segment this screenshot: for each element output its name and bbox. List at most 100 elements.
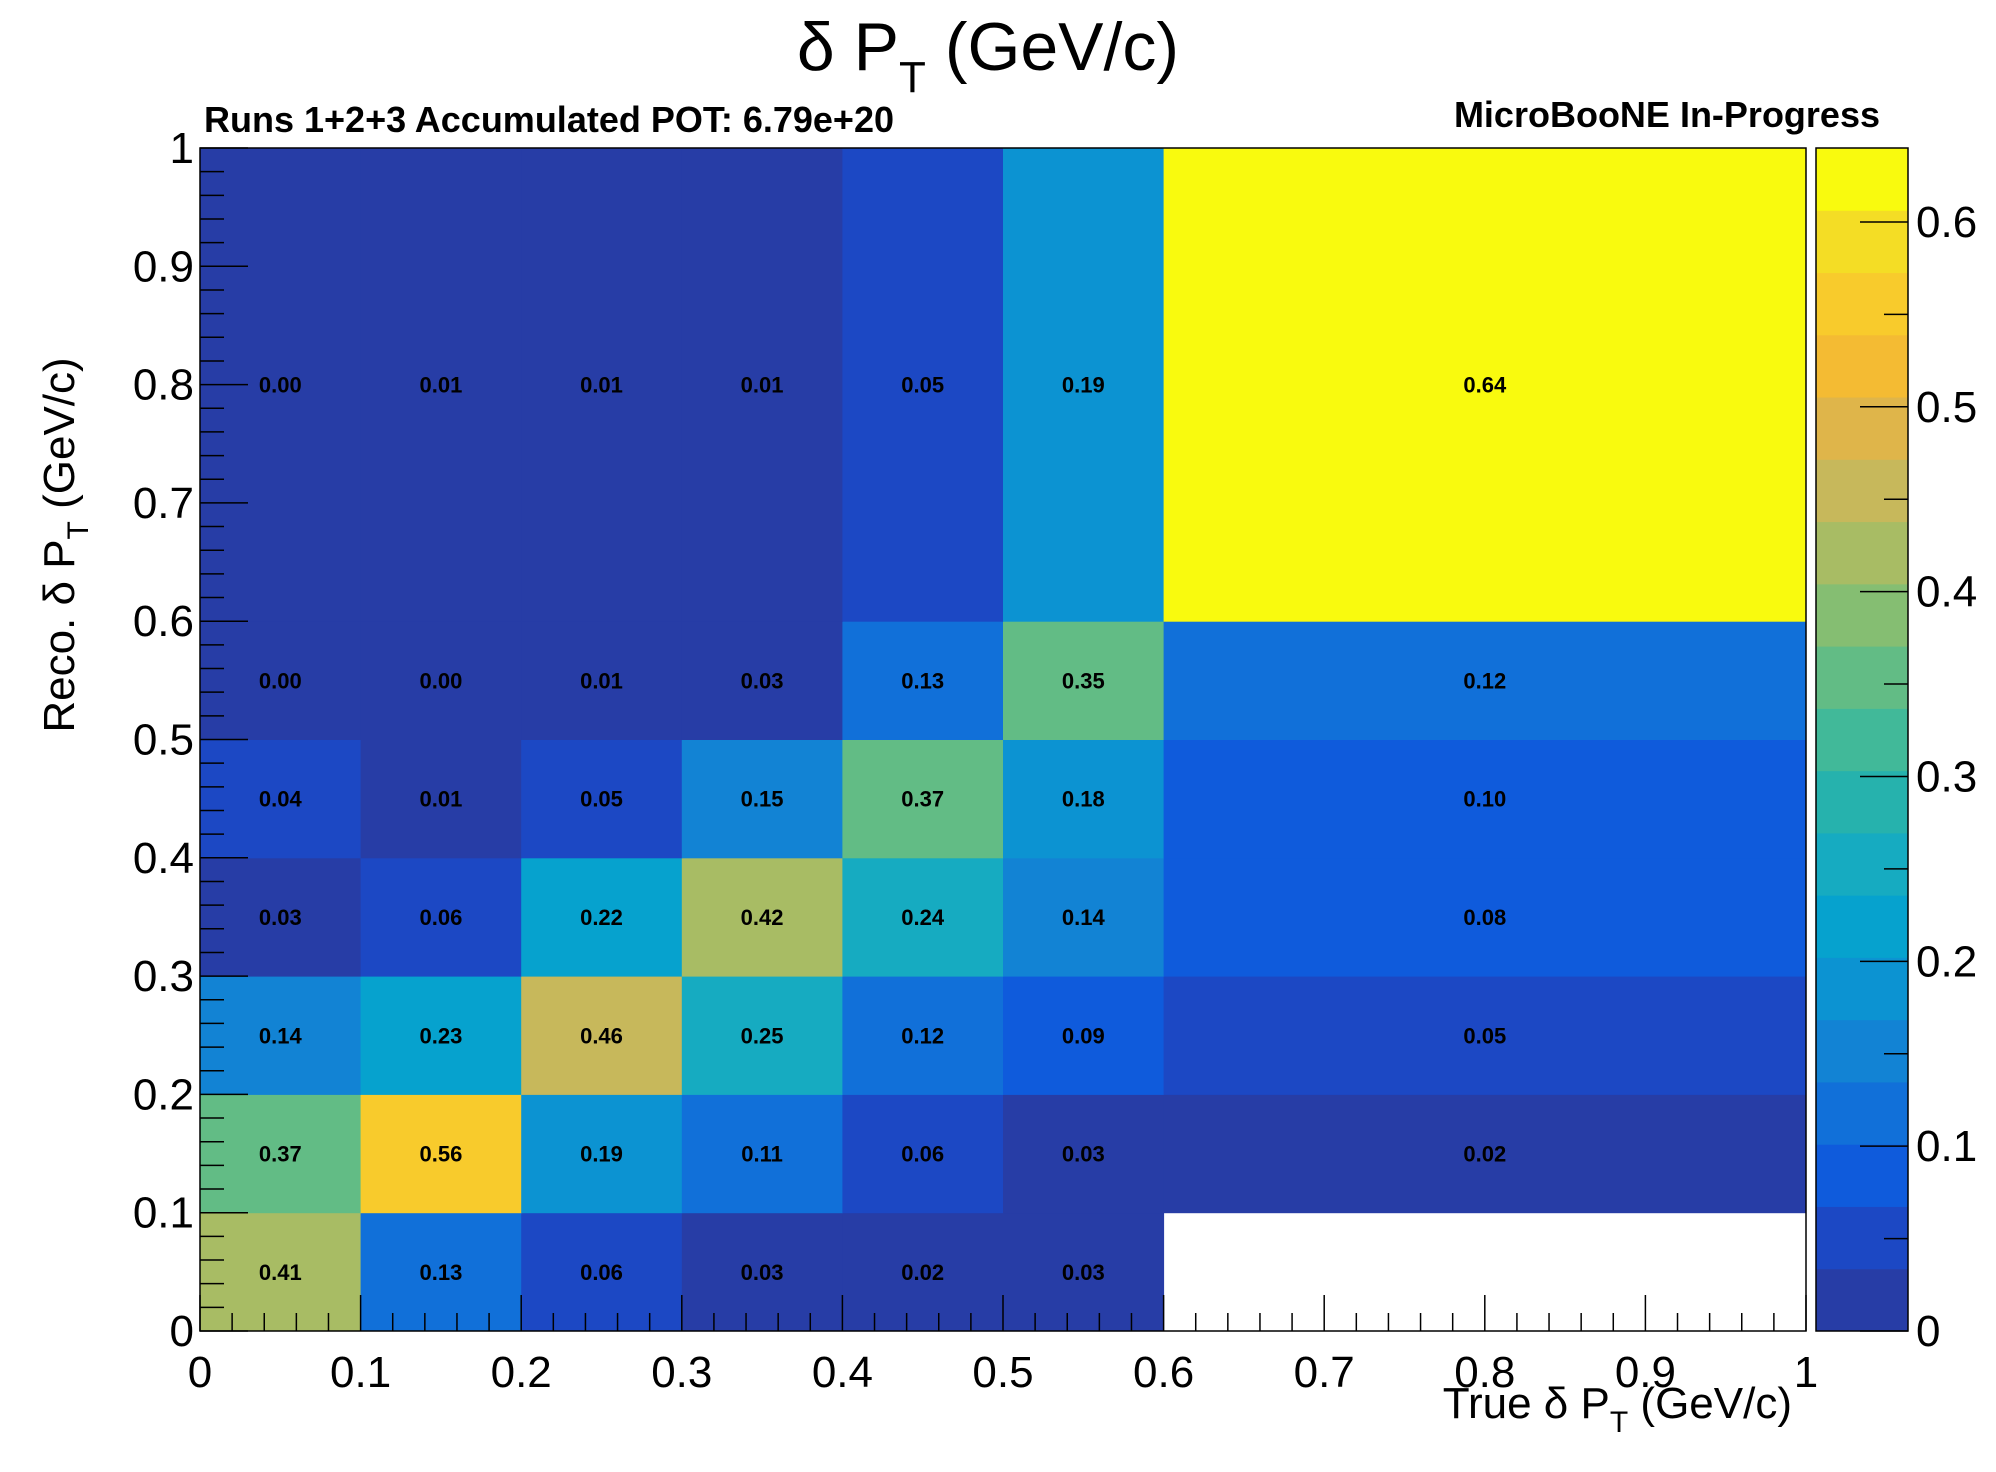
x-tick-label: 0.8 bbox=[1454, 1348, 1515, 1397]
heatmap-cell bbox=[681, 148, 843, 622]
heatmap-cell bbox=[1003, 148, 1165, 622]
heatmap-cell bbox=[521, 1094, 683, 1214]
colorbar: 0 0.1 0.2 0.3 0.4 0.5 0.6 bbox=[1815, 147, 1977, 1356]
heatmap-cell bbox=[681, 739, 843, 859]
heatmap-cell bbox=[1163, 621, 1807, 740]
cell-value-label: 0.05 bbox=[1463, 1023, 1506, 1048]
cell-value-label: 0.00 bbox=[259, 373, 302, 398]
y-tick-label: 0.9 bbox=[133, 242, 194, 291]
x-tick-label: 0 bbox=[188, 1348, 212, 1397]
y-tick-label: 0.1 bbox=[133, 1189, 194, 1238]
y-tick-label: 0.3 bbox=[133, 952, 194, 1001]
heatmap-cell bbox=[1163, 976, 1807, 1095]
cell-value-label: 0.14 bbox=[1062, 905, 1106, 930]
cell-value-label: 0.19 bbox=[1062, 373, 1105, 398]
heatmap-cell bbox=[200, 857, 362, 977]
cell-value-label: 0.24 bbox=[901, 905, 945, 930]
heatmap-cells bbox=[200, 148, 1807, 1332]
heatmap-cell bbox=[360, 739, 522, 859]
cell-value-label: 0.01 bbox=[580, 668, 623, 693]
heatmap-cell bbox=[521, 1212, 683, 1332]
heatmap-cell bbox=[842, 976, 1004, 1095]
cell-value-label: 0.01 bbox=[741, 373, 784, 398]
y-tick-label: 0.5 bbox=[133, 716, 194, 765]
heatmap-cell bbox=[1003, 739, 1165, 859]
heatmap-cell bbox=[842, 1212, 1004, 1332]
colorbar-segment bbox=[1816, 957, 1908, 1021]
heatmap-cell bbox=[842, 148, 1004, 622]
heatmap-cell bbox=[521, 857, 683, 977]
cell-value-label: 0.08 bbox=[1463, 905, 1506, 930]
x-tick-label: 0.9 bbox=[1615, 1348, 1676, 1397]
x-tick-label: 0.3 bbox=[651, 1348, 712, 1397]
experiment-label: MicroBooNE In-Progress bbox=[1454, 94, 1880, 135]
cell-value-label: 0.56 bbox=[419, 1142, 462, 1167]
cell-value-label: 0.01 bbox=[419, 787, 462, 812]
cell-value-label: 0.03 bbox=[259, 905, 302, 930]
heatmap-cell bbox=[842, 857, 1004, 977]
heatmap-cell bbox=[200, 1212, 362, 1332]
colorbar-segment bbox=[1816, 895, 1908, 958]
colorbar-segment bbox=[1816, 832, 1908, 896]
chart-title: δ PT (GeV/c) bbox=[797, 9, 1179, 102]
y-tick-label: 0 bbox=[170, 1307, 194, 1356]
colorbar-segment bbox=[1816, 646, 1908, 709]
axes: 0 0.1 0.2 0.3 0.4 0.5 0.6 0.7 0.8 0.9 1 0 0.1 0.2 0.3 0… bbox=[133, 124, 1818, 1397]
heatmap-cell bbox=[1163, 739, 1807, 859]
cell-value-label: 0.03 bbox=[1062, 1142, 1105, 1167]
cell-value-label: 0.23 bbox=[419, 1023, 462, 1048]
y-tick-label: 0.8 bbox=[133, 361, 194, 410]
heatmap-cell bbox=[360, 148, 522, 622]
heatmap-cell bbox=[200, 1094, 362, 1214]
cell-value-label: 0.06 bbox=[419, 905, 462, 930]
heatmap-cell bbox=[1163, 857, 1807, 977]
colorbar-tick-label: 0.5 bbox=[1916, 383, 1977, 432]
cell-value-label: 0.37 bbox=[259, 1142, 302, 1167]
heatmap-cell bbox=[1003, 1094, 1165, 1214]
cell-value-label: 0.12 bbox=[901, 1023, 944, 1048]
colorbar-tick-label: 0.4 bbox=[1916, 568, 1977, 617]
heatmap-cell bbox=[1003, 857, 1165, 977]
cell-value-label: 0.41 bbox=[259, 1260, 302, 1285]
cell-value-label: 0.03 bbox=[1062, 1260, 1105, 1285]
colorbar-segment bbox=[1816, 521, 1908, 585]
cell-value-label: 0.14 bbox=[259, 1023, 303, 1048]
heatmap-cell bbox=[360, 976, 522, 1095]
cell-value-label: 0.11 bbox=[741, 1142, 783, 1167]
cell-value-label: 0.00 bbox=[419, 668, 462, 693]
cell-value-label: 0.06 bbox=[580, 1260, 623, 1285]
cell-value-label: 0.03 bbox=[741, 1260, 784, 1285]
heatmap-cell bbox=[200, 739, 362, 859]
colorbar-segment bbox=[1816, 770, 1908, 834]
heatmap-cell bbox=[521, 976, 683, 1095]
x-tick-label: 1 bbox=[1794, 1348, 1818, 1397]
cell-value-label: 0.64 bbox=[1463, 373, 1507, 398]
colorbar-tick-label: 0.3 bbox=[1916, 752, 1977, 801]
colorbar-segment bbox=[1816, 210, 1908, 274]
cell-value-label: 0.13 bbox=[901, 668, 944, 693]
heatmap-cell bbox=[1003, 621, 1165, 740]
heatmap-cell bbox=[842, 1094, 1004, 1214]
colorbar-segment bbox=[1816, 272, 1908, 336]
cell-value-label: 0.02 bbox=[1463, 1142, 1506, 1167]
heatmap-cell bbox=[360, 857, 522, 977]
cell-value-label: 0.13 bbox=[419, 1260, 462, 1285]
y-tick-label: 0.6 bbox=[133, 597, 194, 646]
cell-value-label: 0.37 bbox=[901, 787, 944, 812]
heatmap-cell bbox=[360, 1212, 522, 1332]
heatmap-cell bbox=[681, 621, 843, 740]
y-axis-title: Reco. δ PT (GeV/c) bbox=[35, 357, 95, 732]
colorbar-segment bbox=[1816, 1081, 1908, 1145]
cell-value-label: 0.03 bbox=[741, 668, 784, 693]
colorbar-tick-label: 0.6 bbox=[1916, 198, 1977, 247]
heatmap-cell bbox=[1163, 148, 1807, 622]
cell-value-label: 0.05 bbox=[901, 373, 944, 398]
heatmap-cell bbox=[842, 621, 1004, 740]
cell-value-label: 0.09 bbox=[1062, 1023, 1105, 1048]
cell-value-label: 0.01 bbox=[419, 373, 462, 398]
x-tick-label: 0.7 bbox=[1294, 1348, 1355, 1397]
colorbar-segment bbox=[1816, 148, 1908, 211]
x-tick-label: 0.5 bbox=[972, 1348, 1033, 1397]
y-tick-label: 0.2 bbox=[133, 1070, 194, 1119]
heatmap-cell bbox=[521, 621, 683, 740]
